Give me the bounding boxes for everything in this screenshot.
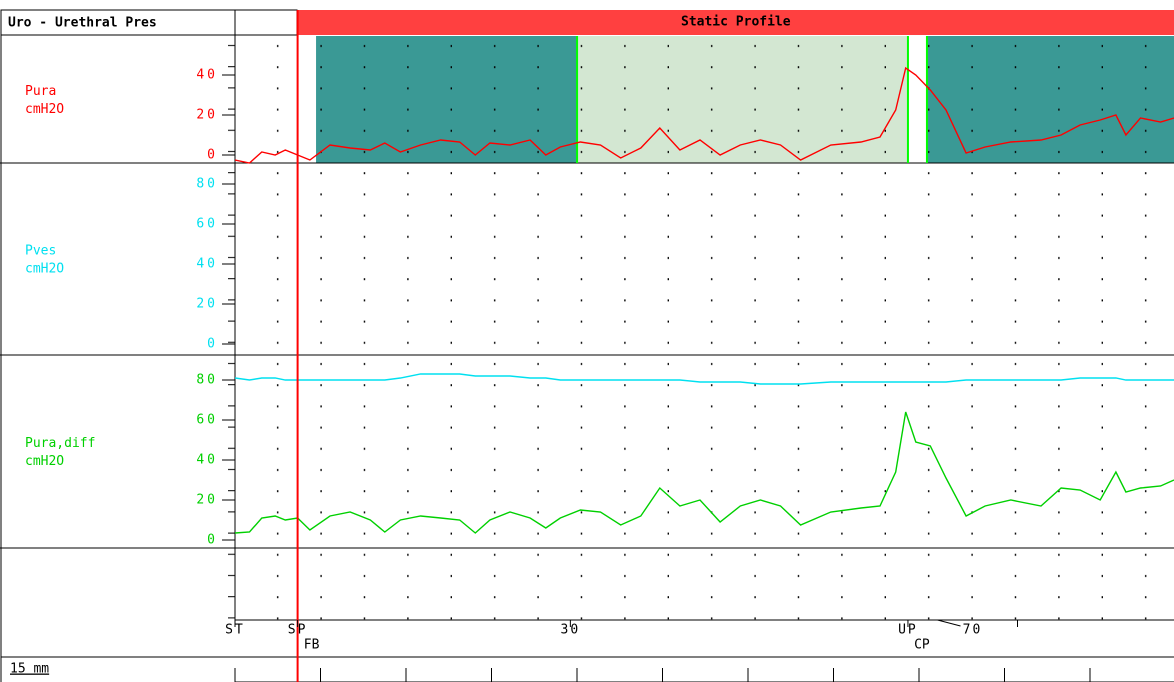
y-tick-label: 0 [207,337,218,352]
trace [235,66,1174,164]
x-tick-label: 70 [963,623,983,638]
x-sub-label: FB [304,638,320,653]
y-axis-label: Pura,diff [25,436,95,451]
y-tick-label: 40 [196,453,218,468]
y-tick-label: 80 [196,177,218,192]
y-tick-label: 60 [196,413,218,428]
title: Uro - Urethral Pres [8,16,157,31]
y-axis-unit: cmH2O [25,454,64,469]
y-tick-label: 20 [196,297,218,312]
y-tick-label: 40 [196,68,218,83]
x-tick-label: ST [225,623,245,638]
x-tick-label: UP [898,623,918,638]
y-axis-label: Pves [25,244,56,259]
x-tick-leader [937,619,961,627]
y-tick-label: 20 [196,493,218,508]
dot-grid [235,36,1174,620]
y-tick-label: 60 [196,217,218,232]
title-box [0,9,298,36]
scale-ticks [234,668,1091,682]
scale-label: 15 mm [10,662,49,677]
y-axis-unit: cmH2O [25,102,64,117]
y-tick-label: 0 [207,533,218,548]
y-tick-label: 20 [196,108,218,123]
header-band [297,10,1174,35]
traces [235,66,1174,534]
x-sub-label: CP [914,638,930,653]
y-tick-label: 40 [196,257,218,272]
trace [235,411,1174,534]
header-label: Static Profile [681,15,791,30]
minor-ticks [228,36,235,620]
y-tick-label: 80 [196,373,218,388]
x-tick-label: SP [288,623,308,638]
y-axis-unit: cmH2O [25,262,64,277]
y-axis-label: Pura [25,84,56,99]
x-tick-label: 30 [561,623,581,638]
trace [235,373,1174,385]
y-tick-label: 0 [207,148,218,163]
